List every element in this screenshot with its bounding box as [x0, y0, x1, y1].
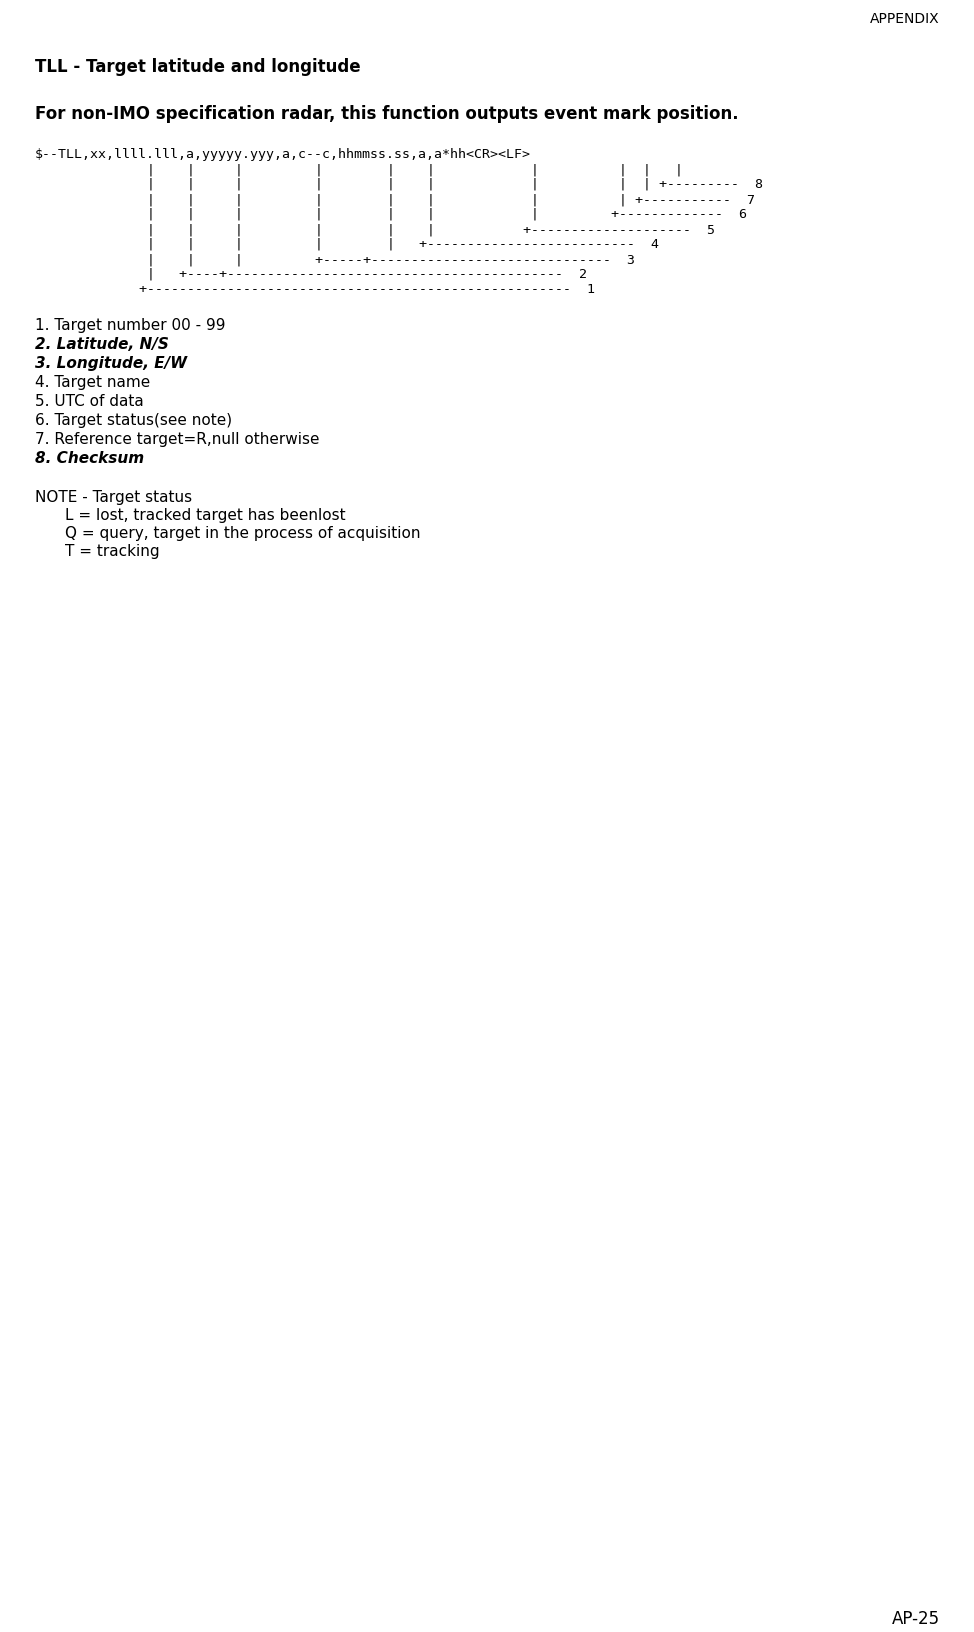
Text: APPENDIX: APPENDIX — [871, 11, 940, 26]
Text: |    |     |         |        |   +--------------------------  4: | | | | | +-------------------------- 4 — [35, 238, 659, 251]
Text: |    |     |         |        |    |           +--------------------  5: | | | | | | +-------------------- 5 — [35, 224, 715, 237]
Text: |    |     |         |        |    |            |          |  | +---------  8: | | | | | | | | | +--------- 8 — [35, 178, 763, 191]
Text: +-----------------------------------------------------  1: +---------------------------------------… — [35, 282, 595, 295]
Text: 2. Latitude, N/S: 2. Latitude, N/S — [35, 336, 169, 353]
Text: |    |     |         +-----+------------------------------  3: | | | +-----+---------------------------… — [35, 253, 635, 266]
Text: For non-IMO specification radar, this function outputs event mark position.: For non-IMO specification radar, this fu… — [35, 104, 738, 122]
Text: L = lost, tracked target has beenlost: L = lost, tracked target has beenlost — [65, 508, 346, 522]
Text: 4. Target name: 4. Target name — [35, 375, 150, 390]
Text: 7. Reference target=R,null otherwise: 7. Reference target=R,null otherwise — [35, 432, 319, 447]
Text: TLL - Target latitude and longitude: TLL - Target latitude and longitude — [35, 59, 360, 77]
Text: 3. Longitude, E/W: 3. Longitude, E/W — [35, 356, 187, 370]
Text: |    |     |         |        |    |            |          |  |   |: | | | | | | | | | | — [35, 163, 683, 176]
Text: T = tracking: T = tracking — [65, 543, 160, 560]
Text: |    |     |         |        |    |            |         +-------------  6: | | | | | | | +------------- 6 — [35, 207, 747, 220]
Text: $--TLL,xx,llll.lll,a,yyyyy.yyy,a,c--c,hhmmss.ss,a,a*hh<CR><LF>: $--TLL,xx,llll.lll,a,yyyyy.yyy,a,c--c,hh… — [35, 149, 531, 162]
Text: AP-25: AP-25 — [892, 1611, 940, 1629]
Text: 5. UTC of data: 5. UTC of data — [35, 393, 144, 410]
Text: 8. Checksum: 8. Checksum — [35, 450, 144, 467]
Text: 1. Target number 00 - 99: 1. Target number 00 - 99 — [35, 318, 226, 333]
Text: |   +----+------------------------------------------  2: | +----+--------------------------------… — [35, 268, 587, 281]
Text: |    |     |         |        |    |            |          | +-----------  7: | | | | | | | | +----------- 7 — [35, 193, 755, 206]
Text: NOTE - Target status: NOTE - Target status — [35, 490, 192, 504]
Text: Q = query, target in the process of acquisition: Q = query, target in the process of acqu… — [65, 526, 421, 540]
Text: 6. Target status(see note): 6. Target status(see note) — [35, 413, 232, 428]
